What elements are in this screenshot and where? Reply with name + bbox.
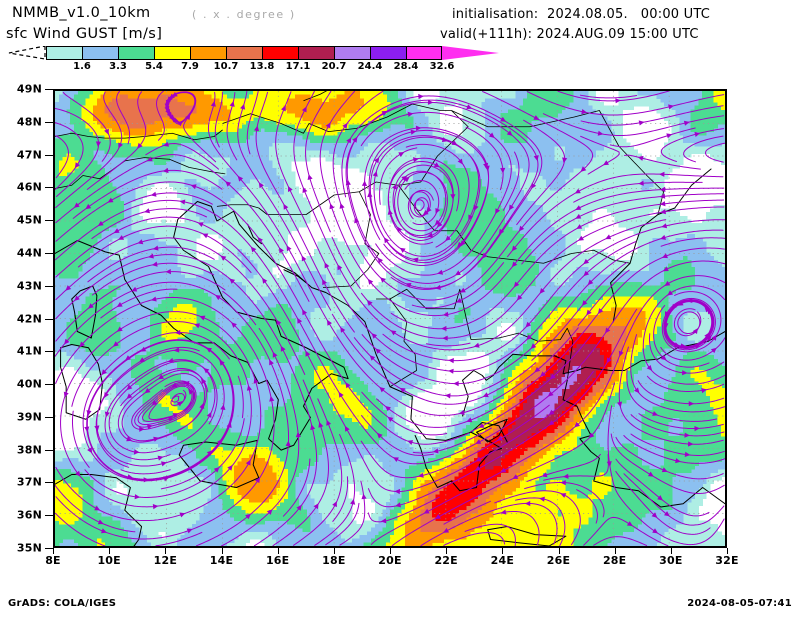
y-axis-tick (45, 416, 53, 418)
y-axis-tick-label: 37N (16, 475, 42, 489)
coastlines (55, 168, 725, 546)
country-borders (55, 91, 664, 388)
y-axis-tick (45, 89, 53, 90)
colorbar-over-arrow (442, 46, 499, 60)
x-axis-tick (333, 548, 335, 554)
grads-credit: GrADS: COLA/IGES (8, 598, 117, 609)
initialisation-time: initialisation: 2024.08.05. 00:00 UTC (452, 7, 710, 22)
x-axis-tick-label: 24E (490, 554, 515, 567)
colorbar-tick-label: 28.4 (393, 61, 419, 72)
y-axis-tick (45, 252, 53, 254)
y-axis-tick (45, 351, 53, 353)
y-axis-tick-label: 44N (16, 246, 42, 260)
x-axis-tick (221, 548, 223, 554)
x-axis-tick-label: 12E (153, 554, 178, 567)
colorbar-tick-label: 7.9 (181, 61, 199, 72)
x-axis-tick-label: 10E (97, 554, 121, 567)
y-axis-tick-label: 36N (16, 508, 42, 522)
y-axis-tick (45, 187, 53, 189)
x-axis-tick-label: 30E (659, 554, 683, 567)
x-axis-tick-label: 22E (434, 554, 458, 567)
x-axis-tick (727, 548, 728, 554)
x-axis-tick-label: 28E (602, 554, 627, 567)
colorbar-cell-0 (46, 46, 82, 60)
colorbar-tick-label: 32.6 (429, 61, 455, 72)
x-axis-tick-label: 16E (265, 554, 290, 567)
y-axis-tick-label: 35N (16, 541, 42, 555)
colorbar-tick-label: 13.8 (249, 61, 275, 72)
x-axis-tick-label: 20E (378, 554, 402, 567)
x-axis-tick-label: 18E (322, 554, 346, 567)
x-axis-tick (277, 548, 279, 554)
valid-time: valid(+111h): 2024.AUG.09 15:00 UTC (440, 27, 699, 42)
y-axis-tick (45, 449, 53, 451)
windgust-band-7 (431, 333, 612, 521)
colorbar-tick-label: 17.1 (285, 61, 311, 72)
y-axis-tick (45, 121, 53, 123)
y-axis-tick (45, 285, 53, 287)
colorbar-tick-label: 10.7 (213, 61, 239, 72)
x-axis-tick (109, 548, 111, 554)
x-axis-tick-label: 14E (209, 554, 234, 567)
map-plot-area[interactable] (53, 89, 727, 548)
wind-gust-map (55, 91, 725, 546)
colorbar-tick-label: 20.7 (321, 61, 347, 72)
grid-resolution-note: ( . x . degree ) (192, 8, 296, 21)
streamline-arrows (63, 91, 717, 534)
x-axis-tick (390, 548, 391, 554)
x-axis-tick (165, 548, 167, 554)
x-axis-tick (53, 548, 54, 554)
x-axis-tick-label: 8E (45, 554, 61, 567)
colorbar-tick-label: 1.6 (73, 61, 91, 72)
colorbar-cell-2 (118, 46, 154, 60)
x-axis-tick (558, 548, 560, 554)
x-axis-tick (614, 548, 616, 554)
colorbar-tick-label: 5.4 (145, 61, 163, 72)
colorbar-cell-4 (190, 46, 226, 60)
y-axis-tick-label: 46N (16, 180, 42, 194)
colorbar-cell-7 (298, 46, 334, 60)
y-axis-tick (45, 384, 53, 386)
colorbar-cell-6 (262, 46, 298, 60)
y-axis-tick-label: 48N (16, 115, 42, 129)
model-title: NMMB_v1.0_10km (12, 5, 151, 21)
y-axis-tick (45, 515, 53, 517)
colorbar-under-arrow (8, 46, 46, 60)
x-axis-tick (670, 548, 672, 554)
windgust-band-9 (534, 366, 581, 419)
y-axis-tick-label: 43N (16, 279, 42, 293)
y-axis-tick (45, 154, 53, 156)
field-title: sfc Wind GUST [m/s] (6, 26, 163, 42)
y-axis-tick (45, 318, 53, 320)
generation-stamp: 2024-08-05-07:41 (687, 598, 792, 609)
x-axis-tick-label: 32E (715, 554, 739, 567)
y-axis-tick-label: 45N (16, 213, 42, 227)
colorbar-cell-5 (226, 46, 262, 60)
y-axis-tick-label: 38N (16, 443, 42, 457)
y-axis-tick (45, 548, 53, 549)
y-axis-tick-label: 47N (16, 148, 42, 162)
x-axis-tick (446, 548, 448, 554)
x-axis-tick-label: 26E (546, 554, 571, 567)
colorbar-cells (46, 46, 442, 60)
colorbar-tick-label: 24.4 (357, 61, 383, 72)
colorbar-cell-3 (154, 46, 190, 60)
colorbar-tick-label: 3.3 (109, 61, 127, 72)
y-axis-tick (45, 482, 53, 484)
colorbar-cell-8 (334, 46, 370, 60)
x-axis-tick (502, 548, 504, 554)
colorbar-cell-9 (370, 46, 406, 60)
streamlines (55, 91, 725, 546)
y-axis-tick-label: 40N (16, 377, 42, 391)
y-axis-tick-label: 42N (16, 312, 42, 325)
y-axis-tick-label: 39N (16, 410, 42, 424)
colorbar-cell-10 (406, 46, 442, 60)
y-axis-tick-label: 49N (16, 82, 42, 96)
y-axis-tick-label: 41N (16, 344, 42, 358)
y-axis-tick (45, 220, 53, 222)
windgust-band-2 (55, 91, 725, 546)
colorbar-cell-1 (82, 46, 118, 60)
